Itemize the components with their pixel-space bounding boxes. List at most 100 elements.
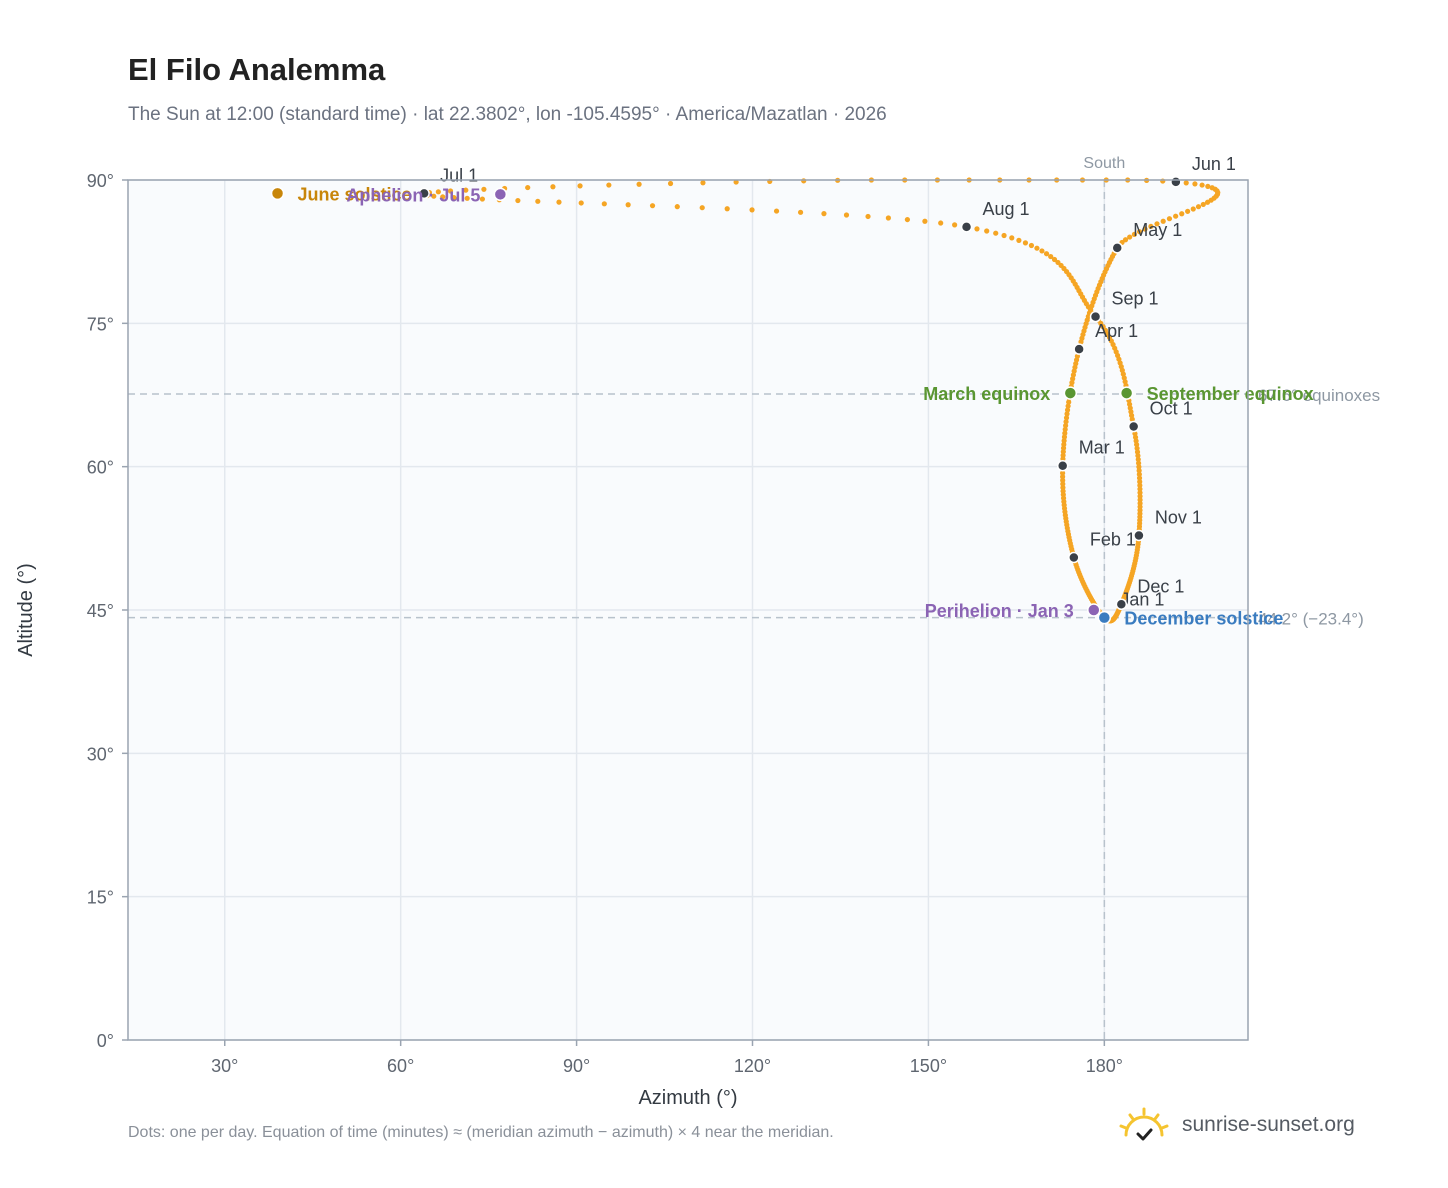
daily-dot	[535, 198, 541, 204]
y-tick-label: 0°	[97, 1031, 114, 1051]
daily-dot	[1048, 253, 1054, 260]
daily-dot	[1137, 482, 1143, 489]
daily-dot	[1060, 477, 1066, 483]
daily-dot	[1060, 470, 1066, 476]
daily-dot	[1192, 181, 1198, 187]
daily-dot	[1039, 248, 1045, 254]
daily-dot	[1122, 237, 1129, 243]
daily-dot	[1166, 216, 1173, 222]
daily-dot	[1205, 183, 1211, 189]
daily-dot	[1142, 226, 1148, 232]
daily-dot	[1148, 223, 1154, 230]
daily-dot	[1062, 430, 1068, 436]
daily-dot	[865, 213, 871, 220]
event-label: Perihelion · Jan 3	[925, 601, 1074, 621]
x-axis-label: Azimuth (°)	[638, 1087, 737, 1109]
daily-dot	[974, 226, 980, 232]
daily-dot	[556, 199, 562, 205]
daily-dot	[801, 178, 807, 184]
month-label: Jun 1	[1192, 154, 1236, 174]
event-point	[270, 186, 285, 201]
daily-dot	[1016, 237, 1022, 243]
month-label: Jul 1	[440, 165, 478, 185]
daily-dot	[464, 195, 470, 201]
month-label: Mar 1	[1079, 438, 1125, 458]
daily-dot	[1137, 486, 1143, 492]
daily-dot	[1179, 211, 1185, 217]
y-tick-label: 90°	[87, 171, 114, 191]
y-tick-label: 15°	[87, 888, 114, 908]
daily-dot	[1131, 231, 1137, 237]
daily-dot	[938, 220, 944, 226]
daily-dot	[1136, 468, 1142, 474]
sun-check-icon	[1119, 1107, 1169, 1141]
daily-dot	[1065, 403, 1071, 409]
daily-dot	[749, 207, 755, 213]
event-point	[493, 187, 508, 202]
event-point	[1087, 603, 1101, 617]
month-point	[1073, 343, 1085, 355]
month-label: Aug 1	[983, 199, 1030, 219]
daily-dot	[625, 202, 631, 208]
x-tick-label: 120°	[734, 1056, 771, 1076]
daily-dot	[601, 201, 607, 207]
daily-dot	[773, 208, 780, 214]
month-point	[1170, 176, 1182, 188]
daily-dot	[1137, 490, 1143, 496]
daily-dot	[1063, 422, 1069, 429]
daily-dot	[1051, 256, 1058, 263]
y-tick-label: 60°	[87, 458, 114, 478]
brand[interactable]: sunrise-sunset.org	[1118, 1100, 1355, 1150]
x-tick-label: 90°	[563, 1056, 590, 1076]
month-point	[1056, 459, 1069, 472]
daily-dot	[667, 180, 674, 187]
event-markers: March equinox September equinox June solst…	[270, 184, 1314, 629]
month-point	[1068, 551, 1080, 564]
daily-dot	[577, 183, 583, 189]
daily-dot	[1043, 251, 1050, 257]
daily-dot	[1136, 475, 1143, 481]
event-point	[1063, 386, 1078, 400]
daily-dot	[699, 205, 705, 211]
y-tick-label: 45°	[87, 601, 114, 621]
daily-dot	[1063, 415, 1070, 421]
x-tick-label: 150°	[910, 1056, 947, 1076]
daily-dot	[606, 182, 612, 188]
daily-dot	[724, 206, 730, 212]
x-tick-label: 180°	[1086, 1056, 1123, 1076]
daily-dot	[550, 184, 556, 190]
event-label: September equinox	[1147, 384, 1314, 404]
altitude-ref-label: 67.6° equinoxes	[1258, 386, 1380, 405]
event-point	[1119, 386, 1134, 400]
month-point	[1115, 598, 1128, 611]
chart-title: El Filo Analemma	[128, 52, 386, 87]
event-point	[1097, 610, 1112, 625]
daily-dot	[481, 186, 487, 192]
daily-dot	[674, 204, 680, 210]
daily-dot	[636, 181, 642, 187]
event-label: Aphelion · Jul 5	[346, 185, 480, 205]
brand-name: sunrise-sunset.org	[1182, 1113, 1355, 1136]
daily-dot	[1185, 208, 1191, 214]
month-point	[960, 221, 973, 233]
daily-dot	[993, 230, 999, 236]
altitude-ref-label: 44.2° (−23.4°)	[1258, 610, 1364, 629]
daily-dot	[1034, 245, 1040, 251]
y-axis-label: Altitude (°)	[15, 563, 37, 657]
daily-dot	[1001, 232, 1007, 239]
x-tick-label: 60°	[387, 1056, 414, 1076]
daily-dot	[451, 195, 457, 201]
month-label: Sep 1	[1112, 289, 1159, 309]
daily-dot	[821, 211, 827, 217]
month-point	[1111, 242, 1123, 254]
daily-dot	[1135, 460, 1142, 466]
daily-dot	[1062, 426, 1068, 433]
daily-dot	[1209, 185, 1215, 191]
daily-dot	[479, 196, 485, 202]
daily-dot	[922, 218, 928, 224]
daily-dot	[1135, 456, 1141, 463]
daily-dot	[1063, 419, 1069, 425]
daily-dot	[904, 216, 910, 223]
month-point	[1127, 420, 1140, 433]
